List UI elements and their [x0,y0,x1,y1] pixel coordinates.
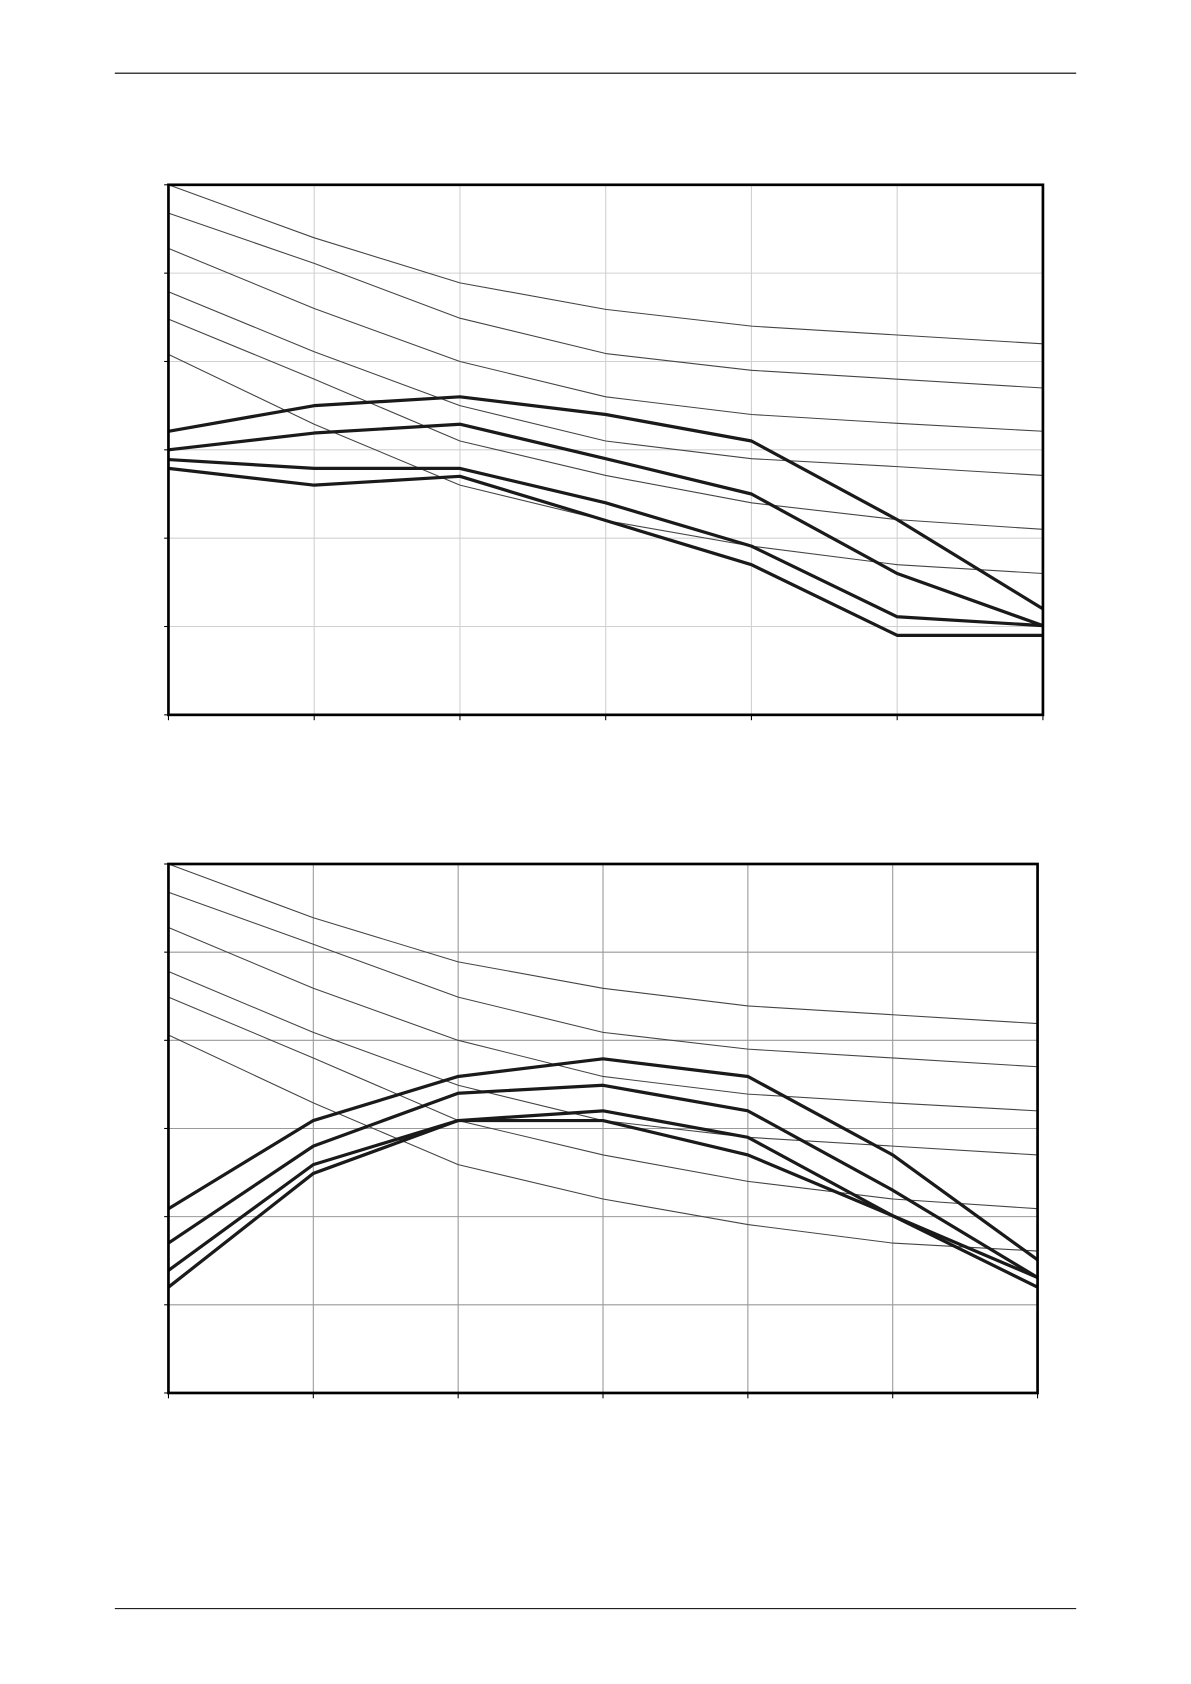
plot-frame [167,183,1045,717]
series-line [168,395,1044,611]
series-line [167,1057,1039,1262]
series-line [168,1034,1038,1252]
series-line [168,891,1038,1068]
series-line [168,457,1044,628]
series-line [168,926,1038,1112]
series-line [168,466,1043,637]
series-line [168,212,1043,389]
series-line [168,184,1043,345]
series-line [167,1083,1039,1279]
series-line [167,1118,1039,1289]
plot-frame [167,862,1039,1395]
series-line [168,247,1043,432]
series-line [168,863,1038,1025]
series-line [168,422,1044,628]
series-line [168,996,1038,1210]
series-line [168,291,1043,476]
